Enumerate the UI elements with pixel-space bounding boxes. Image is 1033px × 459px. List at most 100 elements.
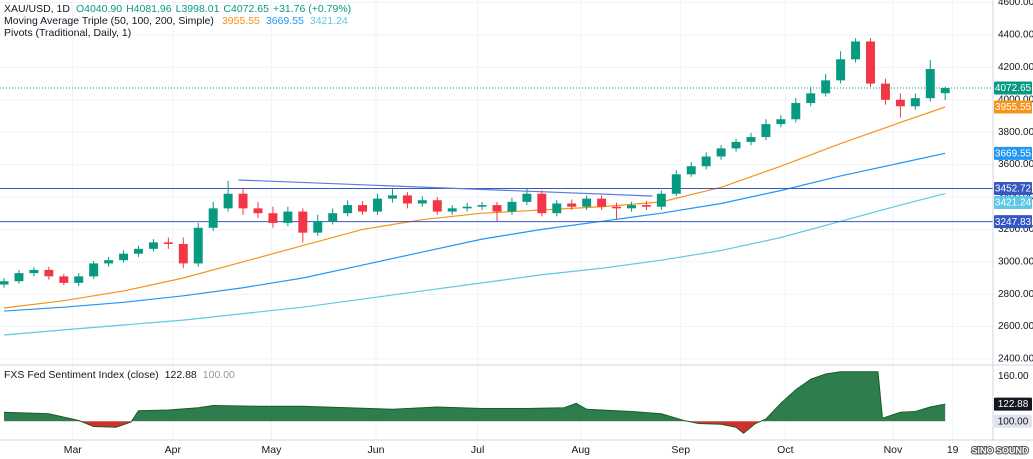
sentiment-line [4, 371, 946, 434]
candle-body [836, 59, 846, 81]
candle-body [358, 205, 368, 212]
axes: Mar Apr May Jun Jul Aug Sep Oct Nov 19 2400.00 2600… [64, 0, 1033, 456]
legend-text: H4081.96 [126, 3, 172, 15]
candle-body [178, 243, 188, 264]
candle-body [14, 273, 24, 282]
price-label-bg [994, 81, 1032, 95]
legend-text: O4040.90 [76, 3, 122, 15]
candle-body [74, 276, 84, 283]
candle-body [686, 166, 696, 175]
candle-body [477, 205, 487, 207]
candle-body [328, 213, 338, 222]
candle-body [387, 195, 397, 199]
price-label: 4072.65 [995, 83, 1032, 94]
price-label: 3955.55 [995, 102, 1032, 113]
x-tick-label: Jun [368, 444, 385, 456]
candle-body [851, 41, 861, 60]
legend-text: XAU/USD, 1D [4, 3, 70, 15]
candle-body [29, 269, 39, 274]
price-label: 3247.83 [995, 217, 1032, 228]
y-tick-label: 4400.00 [998, 30, 1033, 41]
legend-text: FXS Fed Sentiment Index (close) [4, 369, 159, 381]
candle-body [59, 276, 69, 283]
candle-body [806, 93, 816, 104]
legend-text: Moving Average Triple (50, 100, 200, Sim… [4, 15, 214, 27]
candle-body [238, 193, 248, 209]
x-tick-label: Sep [671, 444, 690, 456]
legend-text: Pivots (Traditional, Daily, 1) [4, 27, 131, 39]
watermark: SINO SOUND [971, 445, 1029, 455]
candle-body [866, 41, 875, 84]
candle-body [402, 195, 412, 204]
candle-body [552, 203, 562, 214]
y-tick-label: 3600.00 [998, 159, 1033, 170]
candle-body [880, 83, 890, 100]
candle-body [89, 263, 99, 277]
x-tick-label: Apr [165, 444, 182, 456]
candle-body [462, 206, 472, 209]
candle-body [208, 208, 218, 228]
legend-text: 122.88 [165, 369, 197, 381]
x-tick-label: Nov [884, 444, 903, 456]
price-label-bg [994, 195, 1032, 209]
price-label-bg [994, 397, 1032, 411]
candle-body [626, 205, 636, 209]
y-tick-label: 2600.00 [998, 321, 1033, 332]
x-tick-label: Mar [64, 444, 83, 456]
candle-body [895, 99, 905, 107]
x-tick-label: Aug [571, 444, 590, 456]
legend-text: 3955.55 [222, 15, 260, 27]
candle-body [432, 200, 442, 212]
candle-body [597, 198, 607, 207]
sentiment-area-positive [4, 371, 946, 422]
grid [0, 0, 993, 440]
price-label: 3421.24 [995, 198, 1032, 209]
candle-body [0, 281, 9, 285]
candle-body [507, 201, 517, 212]
candle-body [940, 88, 950, 94]
y-tick-label: 160.00 [998, 371, 1029, 382]
moving-average-line [3, 106, 946, 309]
y-tick-label: 3000.00 [998, 256, 1033, 267]
price-label-bg [994, 215, 1032, 229]
y-tick-label: 4600.00 [998, 0, 1033, 8]
candle-body [746, 137, 756, 142]
price-label: 3452.72 [995, 184, 1032, 195]
trendline [238, 179, 653, 197]
candle-body [298, 211, 308, 233]
moving-average-line [3, 152, 946, 312]
price-label-bg [994, 146, 1032, 160]
price-label-bg [994, 414, 1032, 428]
candle-body [612, 206, 622, 209]
legend-text: 100.00 [203, 369, 235, 381]
candle-body [268, 213, 278, 223]
y-tick-label: 3800.00 [998, 127, 1033, 138]
candle-body [776, 119, 786, 125]
y-tick-label: 4200.00 [998, 62, 1033, 73]
candle-body [761, 124, 771, 138]
candle-body [44, 269, 54, 277]
candle-body [567, 203, 577, 207]
candle-body [253, 208, 263, 214]
candle-body [925, 69, 935, 99]
legend-text: +31.76 (+0.79%) [273, 3, 351, 15]
x-tick-label: Jul [471, 444, 484, 456]
legend-text: 3669.55 [266, 15, 304, 27]
candle-body [641, 205, 651, 207]
candle-body [791, 103, 801, 120]
legend: XAU/USD, 1D O4040.90 H4081.96 L3998.01 C4072… [4, 3, 351, 381]
candle-body [910, 98, 920, 107]
candle-body [163, 242, 173, 244]
price-label: 122.88 [998, 399, 1029, 410]
plot-area [0, 38, 993, 434]
price-label: 3669.55 [995, 148, 1032, 159]
candle-body [104, 260, 114, 264]
price-label-bg [994, 181, 1032, 195]
price-label: 100.00 [998, 416, 1029, 427]
candle-body [671, 174, 681, 194]
legend-text: 3421.24 [310, 15, 348, 27]
candle-body [731, 141, 741, 149]
candle-body [373, 198, 382, 212]
candle-body [447, 208, 457, 212]
